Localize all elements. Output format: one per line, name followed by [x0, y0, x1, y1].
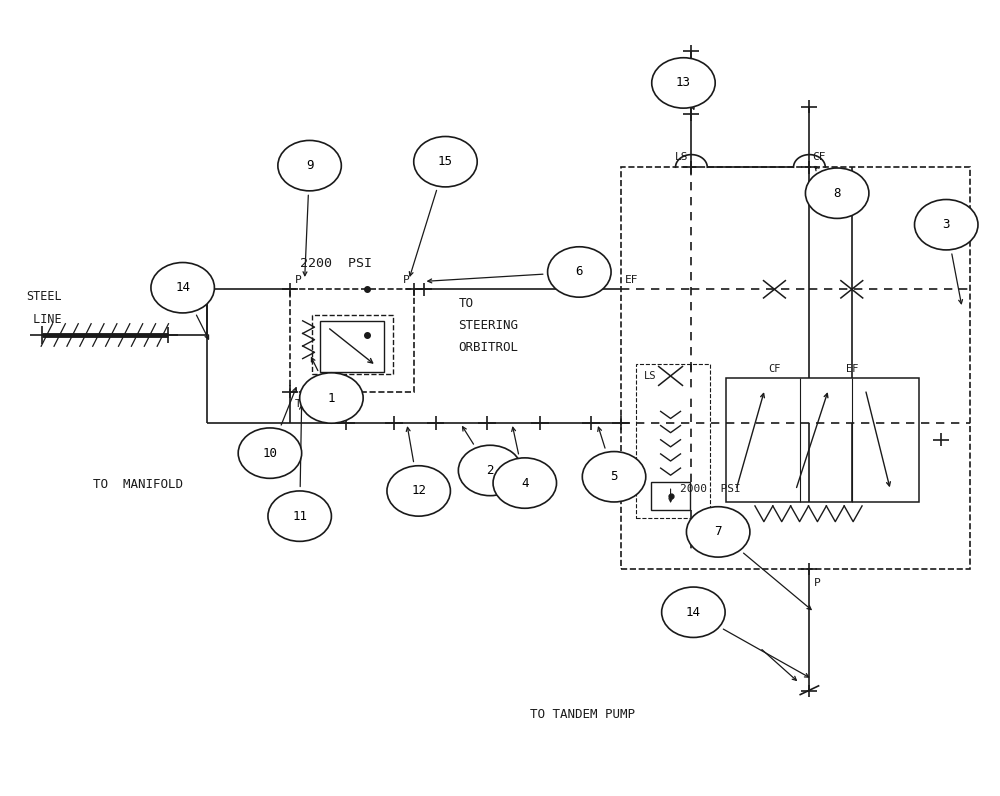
- Bar: [320, 321, 384, 372]
- Bar: [290, 289, 414, 392]
- Text: 2000  PSI: 2000 PSI: [680, 484, 741, 494]
- Text: EF: EF: [625, 275, 638, 285]
- Circle shape: [662, 587, 725, 638]
- Circle shape: [915, 200, 978, 250]
- Circle shape: [548, 247, 611, 297]
- Text: EF: EF: [846, 364, 858, 373]
- Circle shape: [151, 263, 214, 313]
- Text: P: P: [403, 275, 410, 285]
- Text: TO TANDEM PUMP: TO TANDEM PUMP: [530, 708, 635, 721]
- Circle shape: [238, 428, 302, 478]
- Circle shape: [686, 507, 750, 557]
- Circle shape: [268, 491, 331, 541]
- Text: 8: 8: [833, 187, 841, 200]
- Text: P: P: [295, 275, 301, 285]
- Text: 9: 9: [306, 159, 313, 172]
- Text: 15: 15: [438, 155, 453, 168]
- Text: 14: 14: [686, 606, 701, 618]
- Text: 4: 4: [521, 477, 529, 490]
- Text: P: P: [814, 579, 821, 588]
- Text: LINE: LINE: [26, 313, 62, 326]
- Text: 7: 7: [714, 525, 722, 538]
- Text: CF: CF: [768, 364, 781, 373]
- Circle shape: [387, 466, 450, 516]
- Text: STEERING: STEERING: [458, 319, 518, 332]
- Text: LS: LS: [644, 371, 657, 381]
- Bar: [621, 167, 970, 569]
- Bar: [636, 364, 710, 517]
- Text: TO: TO: [458, 297, 473, 310]
- Circle shape: [582, 451, 646, 502]
- Text: ORBITROL: ORBITROL: [458, 341, 518, 354]
- Circle shape: [458, 445, 522, 496]
- Text: 13: 13: [676, 76, 691, 89]
- Text: 14: 14: [175, 281, 190, 295]
- Text: TO  MANIFOLD: TO MANIFOLD: [93, 478, 183, 491]
- Text: LS: LS: [675, 152, 688, 162]
- Circle shape: [652, 58, 715, 108]
- Text: STEEL: STEEL: [26, 291, 62, 303]
- Text: 11: 11: [292, 509, 307, 523]
- Circle shape: [278, 140, 341, 191]
- Text: 5: 5: [610, 470, 618, 483]
- Bar: [651, 482, 690, 510]
- Bar: [726, 377, 919, 502]
- Text: 10: 10: [262, 447, 277, 459]
- Circle shape: [414, 136, 477, 187]
- Text: T: T: [295, 399, 301, 409]
- Bar: [312, 315, 393, 374]
- Circle shape: [493, 458, 557, 509]
- Text: 2200  PSI: 2200 PSI: [300, 256, 372, 270]
- Circle shape: [300, 373, 363, 423]
- Text: 12: 12: [411, 485, 426, 498]
- Text: 3: 3: [942, 218, 950, 231]
- Text: 2: 2: [486, 464, 494, 477]
- Text: 6: 6: [576, 266, 583, 279]
- Text: CF: CF: [812, 152, 826, 162]
- Circle shape: [805, 168, 869, 218]
- Text: 1: 1: [328, 392, 335, 404]
